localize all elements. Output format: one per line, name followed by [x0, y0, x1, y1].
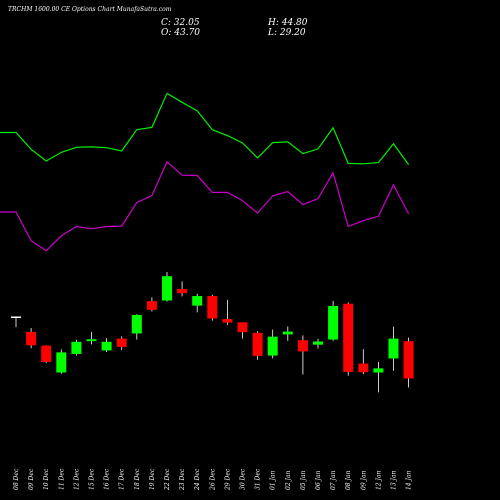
x-tick-label: 30 Dec — [240, 468, 247, 490]
candle — [358, 349, 369, 375]
x-tick-label: 31 Dec — [255, 468, 262, 490]
candle — [146, 297, 157, 312]
x-tick-label: 24 Dec — [194, 468, 201, 491]
candle-body — [177, 289, 188, 294]
x-tick-label: 18 Dec — [134, 468, 141, 490]
candle-body — [388, 338, 399, 359]
candle — [343, 302, 354, 376]
candle-body — [328, 305, 339, 340]
candle-body — [222, 319, 233, 323]
candle-body — [146, 301, 157, 310]
candle-body — [373, 368, 384, 373]
x-tick-label: 06 Jan — [315, 470, 322, 490]
x-tick-label: 10 Dec — [43, 468, 50, 490]
candle-body — [86, 339, 97, 342]
chart-title: TRCHM 1600.00 CE Options Chart MunafaSut… — [8, 6, 172, 13]
candle-body — [313, 341, 323, 345]
candle — [26, 328, 37, 349]
x-tick-label: 13 Jan — [391, 470, 398, 490]
candle — [388, 326, 399, 371]
x-tick-label: 07 Jan — [330, 470, 337, 490]
candle-body — [297, 340, 308, 352]
candles — [11, 272, 414, 393]
x-tick-label: 22 Dec — [164, 468, 171, 491]
candle-body — [131, 314, 142, 334]
candle — [282, 326, 293, 341]
candle-body — [116, 338, 127, 347]
candle-body — [237, 322, 248, 333]
candle-body — [71, 341, 82, 354]
x-tick-label: 15 Dec — [89, 468, 96, 490]
indicator-line-1 — [0, 92, 410, 165]
candle — [162, 272, 172, 302]
x-tick-label: 16 Dec — [104, 468, 111, 490]
x-tick-label: 05 Jan — [300, 470, 307, 490]
x-tick-label: 01 Jan — [270, 470, 277, 490]
candle — [101, 338, 112, 353]
candle-body — [11, 316, 21, 319]
x-tick-label: 19 Dec — [149, 468, 156, 490]
candle — [328, 300, 339, 341]
candle-body — [56, 352, 67, 373]
candle — [252, 331, 263, 360]
x-tick-label: 14 Jan — [406, 470, 413, 490]
close-value: C: 32.05 — [161, 18, 200, 28]
candle — [56, 349, 67, 374]
candle-body — [252, 332, 263, 356]
x-tick-label: 09 Dec — [28, 468, 35, 490]
candle — [267, 329, 278, 359]
candle — [207, 294, 218, 321]
x-tick-label: 11 Dec — [58, 468, 65, 490]
candle — [373, 361, 384, 393]
low-value: L: 29.20 — [268, 28, 306, 38]
candle-body — [162, 276, 172, 301]
candle — [41, 345, 52, 364]
candle — [116, 336, 127, 351]
x-tick-label: 29 Dec — [224, 468, 231, 491]
candle — [177, 281, 188, 297]
x-axis-ticks: 08 Dec 09 Dec 10 Dec 11 Dec 12 Dec 15 Dec 16 D… — [13, 468, 413, 491]
candle — [297, 335, 308, 375]
candle — [71, 339, 82, 356]
x-tick-label: 09 Jan — [360, 470, 367, 490]
candle — [86, 331, 97, 345]
candle — [131, 314, 142, 340]
indicator-line-2 — [0, 160, 410, 252]
candle-body — [343, 303, 354, 372]
candle-body — [26, 331, 37, 346]
candle-body — [403, 341, 414, 379]
open-value: O: 43.70 — [161, 28, 201, 38]
candle-body — [267, 336, 278, 356]
candle — [237, 322, 248, 339]
candle-body — [41, 345, 52, 362]
x-tick-label: 26 Dec — [209, 468, 216, 491]
candle-body — [207, 296, 218, 319]
candle-body — [358, 363, 369, 373]
candle — [222, 299, 233, 325]
x-tick-label: 23 Dec — [179, 468, 186, 491]
indicator-lines — [0, 92, 410, 252]
x-tick-label: 08 Dec — [13, 468, 20, 490]
x-tick-label: 12 Dec — [73, 468, 80, 490]
x-tick-label: 12 Jan — [375, 470, 382, 490]
candle-body — [101, 341, 112, 351]
x-tick-label: 08 Jan — [345, 470, 352, 490]
candle — [403, 337, 414, 388]
candle — [11, 316, 21, 328]
candle — [313, 338, 323, 349]
x-tick-label: 17 Dec — [119, 468, 126, 490]
candle — [192, 293, 203, 313]
candle-body — [282, 331, 293, 335]
high-value: H: 44.80 — [268, 18, 308, 28]
x-tick-label: 02 Jan — [285, 470, 292, 490]
candle-body — [192, 296, 203, 306]
